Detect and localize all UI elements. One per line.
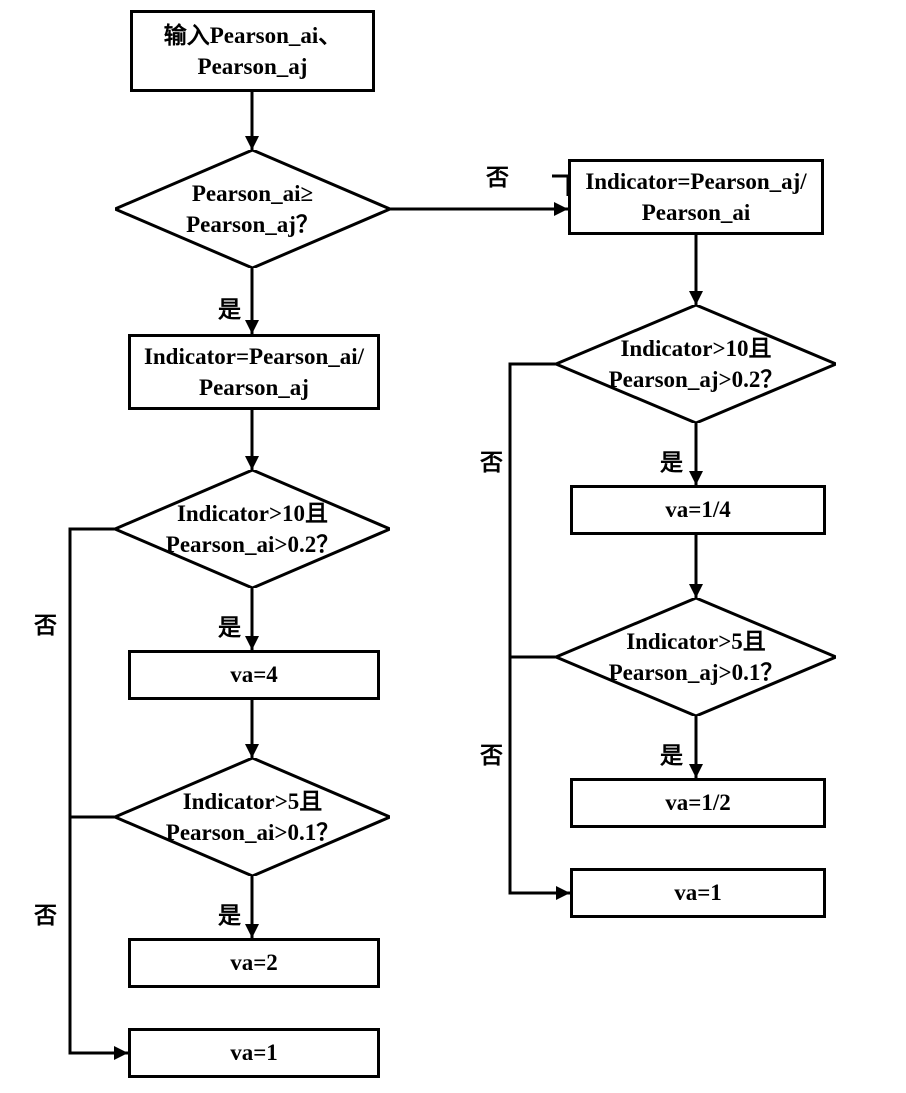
node-label: Indicator>10且 Pearson_ai>0.2？ [115,498,390,560]
node-label: va=1 [674,877,722,908]
edge-label-yes_d5_l: 是 [218,896,241,930]
flowchart-rect-n_va1_r: va=1 [570,868,826,918]
edge-label-yes_d10_l: 是 [218,608,241,642]
node-label: Indicator>5且 Pearson_ai>0.1？ [115,786,390,848]
edge-label-yes_d10_r: 是 [660,443,683,477]
flowchart-rect-n_va1_l: va=1 [128,1028,380,1078]
node-label: va=1/2 [665,787,731,818]
flowchart-diamond-n_cmp: Pearson_ai≥ Pearson_aj？ [115,150,390,268]
flowchart-diamond-n_d10_r: Indicator>10且 Pearson_aj>0.2？ [556,305,836,423]
node-label: 输入Pearson_ai、 Pearson_aj [164,20,342,82]
node-label: Indicator=Pearson_ai/ Pearson_aj [144,341,364,403]
flowchart-rect-n_va12: va=1/2 [570,778,826,828]
node-label: Indicator>5且 Pearson_aj>0.1？ [556,626,836,688]
node-label: Indicator>10且 Pearson_aj>0.2？ [556,333,836,395]
flowchart-diamond-n_d5_l: Indicator>5且 Pearson_ai>0.1？ [115,758,390,876]
flowchart-diamond-n_d5_r: Indicator>5且 Pearson_aj>0.1？ [556,598,836,716]
node-label: va=1/4 [665,494,731,525]
flowchart-rect-n_input: 输入Pearson_ai、 Pearson_aj [130,10,375,92]
flowchart-rect-n_va2: va=2 [128,938,380,988]
edge-label-no_d10_l: 否 [34,606,57,640]
flowchart-diamond-n_d10_l: Indicator>10且 Pearson_ai>0.2？ [115,470,390,588]
edge-label-no_cmp: 否 [486,158,509,192]
node-label: Indicator=Pearson_aj/ Pearson_ai [585,166,806,228]
edge-label-no_d5_l: 否 [34,896,57,930]
node-label: va=2 [230,947,278,978]
node-label: Pearson_ai≥ Pearson_aj？ [115,178,390,240]
flowchart-rect-n_ind_l: Indicator=Pearson_ai/ Pearson_aj [128,334,380,410]
flowchart-rect-n_ind_r: Indicator=Pearson_aj/ Pearson_ai [568,159,824,235]
edge-label-no_d10_r: 否 [480,443,503,477]
edge-label-yes_d5_r: 是 [660,736,683,770]
node-label: va=4 [230,659,278,690]
edge-label-yes_cmp: 是 [218,290,241,324]
flowchart-rect-n_va4: va=4 [128,650,380,700]
edge-label-no_d5_r: 否 [480,736,503,770]
flowchart-rect-n_va14: va=1/4 [570,485,826,535]
node-label: va=1 [230,1037,278,1068]
